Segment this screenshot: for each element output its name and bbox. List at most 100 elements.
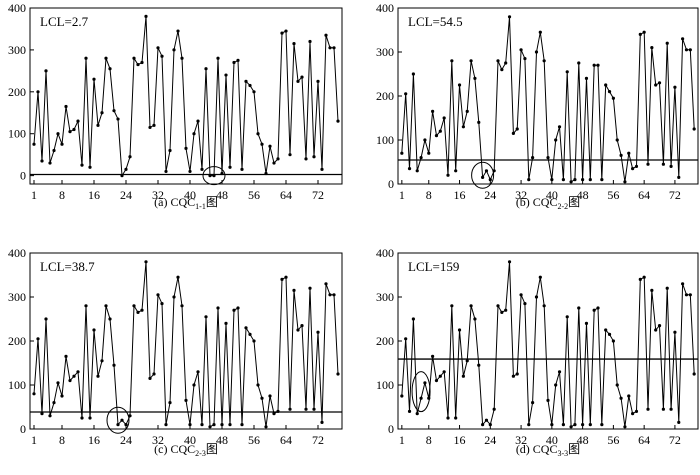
data-point bbox=[546, 156, 550, 160]
data-point bbox=[96, 123, 100, 127]
data-point bbox=[604, 83, 608, 87]
data-point bbox=[638, 32, 642, 37]
data-point bbox=[423, 138, 427, 142]
data-point bbox=[272, 161, 276, 165]
data-point bbox=[615, 383, 619, 387]
data-point bbox=[557, 125, 562, 129]
data-point bbox=[132, 304, 136, 308]
data-point bbox=[196, 119, 200, 123]
data-point bbox=[160, 54, 164, 58]
panel-2: 0 100 200 300 400 1 8 16 24 32 40 48 56 64 72 LCL=54.5 (… bbox=[376, 1, 699, 211]
data-point bbox=[292, 42, 296, 46]
data-point bbox=[681, 37, 685, 41]
data-point bbox=[180, 56, 184, 60]
data-point bbox=[519, 48, 523, 52]
data-point bbox=[684, 48, 689, 52]
y-tick-label: 400 bbox=[376, 1, 394, 15]
data-point bbox=[68, 379, 72, 383]
data-point bbox=[168, 148, 172, 153]
data-point bbox=[488, 178, 492, 182]
data-point bbox=[657, 324, 662, 328]
data-point bbox=[212, 423, 216, 427]
data-point bbox=[627, 151, 631, 155]
data-point bbox=[619, 153, 623, 157]
data-point bbox=[492, 407, 496, 411]
data-point bbox=[40, 159, 44, 163]
data-point bbox=[128, 155, 132, 159]
data-point bbox=[164, 423, 168, 427]
data-point bbox=[607, 90, 612, 94]
data-point bbox=[304, 157, 308, 161]
data-point bbox=[550, 178, 554, 182]
data-point bbox=[465, 109, 469, 113]
data-point bbox=[450, 304, 454, 308]
y-tick-label: 0 bbox=[20, 169, 26, 183]
data-point bbox=[320, 167, 324, 171]
data-point bbox=[44, 69, 48, 73]
data-point bbox=[611, 339, 615, 343]
data-point bbox=[419, 396, 423, 400]
data-point bbox=[600, 178, 604, 182]
data-point bbox=[588, 178, 592, 182]
data-point bbox=[411, 72, 415, 76]
data-point bbox=[469, 304, 473, 308]
data-point bbox=[288, 153, 292, 157]
data-point bbox=[40, 412, 44, 416]
data-point bbox=[68, 130, 72, 134]
x-tick-label: 1 bbox=[399, 433, 405, 447]
y-tick-label: 400 bbox=[8, 246, 26, 260]
data-point bbox=[324, 33, 328, 37]
data-point bbox=[264, 171, 268, 176]
data-point bbox=[642, 275, 646, 279]
data-point bbox=[457, 83, 462, 87]
data-point bbox=[196, 370, 200, 374]
y-tick-label: 200 bbox=[8, 85, 26, 99]
data-point bbox=[531, 401, 535, 405]
data-point bbox=[92, 77, 96, 81]
data-point bbox=[596, 63, 600, 67]
data-point bbox=[534, 295, 539, 299]
data-point bbox=[661, 162, 665, 166]
data-point bbox=[144, 260, 148, 264]
data-point bbox=[300, 75, 304, 79]
panel-3: 0 100 200 300 400 1 8 16 24 32 40 48 56 64 72 LCL=38.7 (… bbox=[8, 246, 343, 458]
data-point bbox=[588, 423, 592, 427]
x-tick-label: 48 bbox=[577, 433, 589, 447]
lcl-annotation: LCL=54.5 bbox=[408, 14, 463, 29]
data-point bbox=[208, 174, 212, 178]
data-point bbox=[232, 60, 236, 65]
y-tick-label: 400 bbox=[8, 1, 26, 15]
data-point bbox=[473, 317, 477, 321]
data-point bbox=[631, 167, 635, 171]
x-tick-label: 16 bbox=[454, 188, 466, 202]
data-point bbox=[268, 394, 272, 398]
data-point bbox=[220, 171, 224, 176]
y-tick-label: 0 bbox=[20, 422, 26, 436]
data-point bbox=[76, 119, 80, 123]
lcl-annotation: LCL=2.7 bbox=[40, 14, 89, 29]
data-point bbox=[619, 396, 623, 400]
data-point bbox=[260, 396, 264, 400]
data-point bbox=[240, 167, 244, 171]
y-tick-label: 200 bbox=[376, 334, 394, 348]
data-point bbox=[538, 275, 542, 279]
data-point bbox=[124, 423, 128, 427]
data-point bbox=[615, 138, 619, 142]
x-tick-label: 72 bbox=[669, 188, 681, 202]
data-point bbox=[228, 165, 232, 169]
data-point bbox=[569, 425, 573, 429]
data-point bbox=[256, 132, 260, 136]
data-point bbox=[611, 96, 615, 100]
data-point bbox=[634, 164, 639, 168]
data-point bbox=[573, 178, 577, 182]
data-point bbox=[446, 416, 450, 420]
data-point bbox=[280, 31, 284, 35]
data-point bbox=[284, 275, 288, 279]
data-point bbox=[531, 156, 535, 160]
x-tick-label: 8 bbox=[426, 433, 432, 447]
data-point bbox=[631, 412, 635, 416]
data-point bbox=[128, 414, 132, 418]
series-line bbox=[401, 261, 695, 428]
data-point bbox=[300, 324, 304, 328]
